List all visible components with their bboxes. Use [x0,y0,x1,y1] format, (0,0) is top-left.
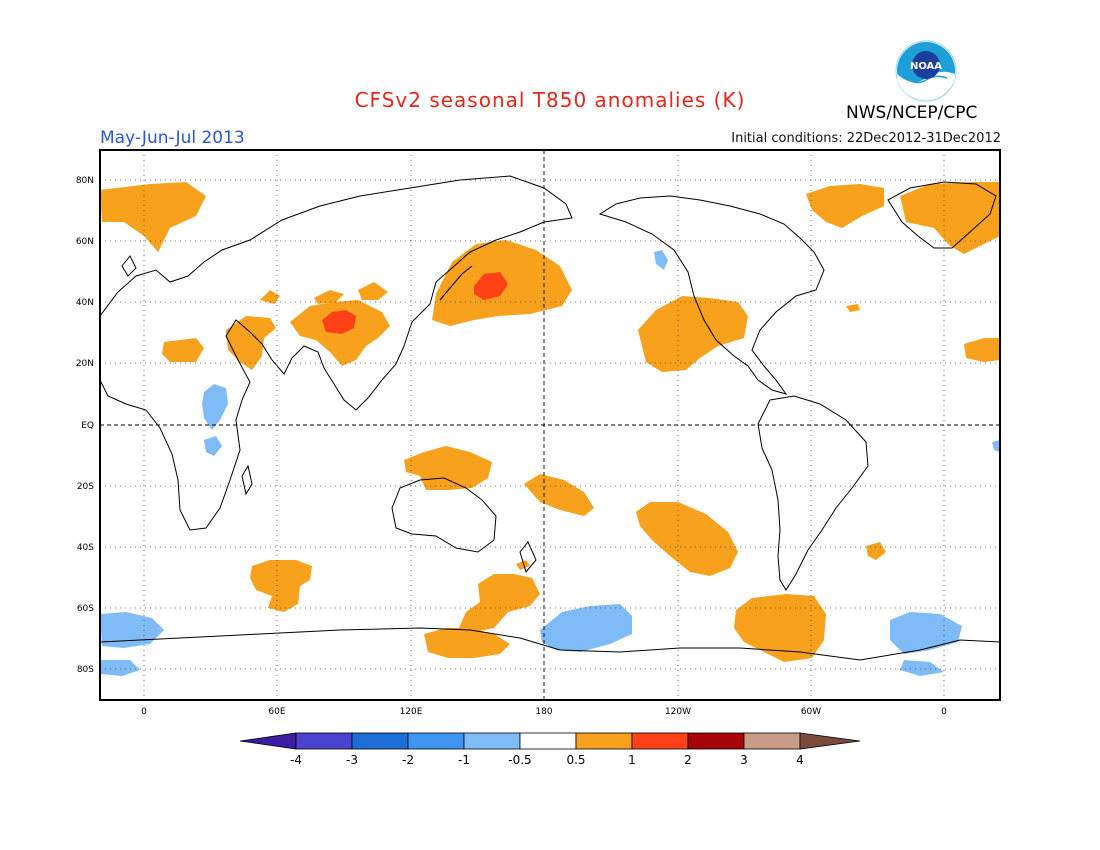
coastline-africa-eurasia [100,175,573,531]
lat-label: 20S [77,482,94,492]
lon-label: 0 [941,707,947,717]
warm-anomaly-regions [100,182,1000,662]
colorbar-label: 1 [628,753,636,767]
strong-warm-anomaly-regions [322,272,508,334]
colorbar-segment [687,732,745,750]
chart-title: CFSv2 seasonal T850 anomalies (K) [354,88,746,112]
coastline-greenland [887,181,997,249]
warm-region [846,304,860,312]
warm-region [358,282,388,300]
warm-region [260,290,280,304]
reference-lines [100,150,1000,700]
anomaly-shading [100,182,1000,676]
colorbar-segment [295,732,353,750]
cool-region [540,604,632,652]
cool-region [992,440,1000,452]
coastline-madagascar [241,464,253,496]
colorbar-segment [519,732,577,750]
cool-region [100,612,164,648]
cool-region [900,660,944,676]
colorbar-segment [351,732,409,750]
warm-region [516,560,530,570]
lat-label: EQ [81,421,94,431]
warm-region [866,542,886,560]
initial-conditions-label: Initial conditions: 22Dec2012-31Dec2012 [731,131,1001,146]
cool-region [654,250,668,270]
cool-region [202,384,228,430]
lat-label: 40N [76,298,94,308]
lon-label: 120W [665,707,691,717]
coastline-australia [391,477,497,553]
warm-region [226,316,276,370]
warm-region [100,182,206,252]
cool-region [890,612,962,654]
colorbar-arrow-right [799,732,861,750]
lon-label: 60E [268,707,285,717]
colorbar-label: 3 [740,753,748,767]
warm-region [806,184,884,228]
coastline-britain [121,255,137,277]
coastline-south-america [757,395,869,591]
warm-region [162,338,204,362]
noaa-logo-icon: NOAA [895,40,957,102]
warm-region [524,474,594,516]
warm-region [638,296,748,372]
colorbar-arrow-left [239,732,297,750]
warm-region [900,182,1000,254]
warm-region [314,290,344,304]
strong-warm-region [322,310,356,334]
season-label: May-Jun-Jul 2013 [100,128,245,148]
lat-axis: 80N 60N 40N 20N EQ 20S 40S 60S 80S [76,176,94,675]
colorbar-label: -4 [290,753,302,767]
cool-anomaly-regions [100,250,1000,676]
colorbar-segment [631,732,689,750]
coastline-japan [439,265,473,301]
lon-label: 180 [535,707,552,717]
map-frame [99,149,1001,701]
warm-region [636,502,738,576]
lat-label: 80N [76,176,94,186]
lat-label: 60S [77,604,94,614]
colorbar: -4 -3 -2 -1 -0.5 0.5 1 2 3 4 [239,732,861,767]
lat-label: 20N [76,359,94,369]
cool-region [204,436,222,456]
warm-region [250,560,312,612]
colorbar-label: -0.5 [508,753,531,767]
warm-region [734,594,826,662]
colorbar-segment [743,732,801,750]
lat-label: 40S [77,543,94,553]
warm-region [964,338,1000,362]
warm-region [404,446,492,490]
noaa-logo-text: NOAA [910,61,942,72]
lat-label: 60N [76,237,94,247]
cool-region [100,660,140,676]
coastline-newzealand [519,541,537,574]
coastline-antarctica [100,627,1000,661]
lon-label: 120E [400,707,423,717]
coastlines [100,175,1000,661]
coastline-north-america [598,195,825,395]
lon-label: 0 [141,707,147,717]
colorbar-segment [407,732,465,750]
lon-label: 60W [801,707,821,717]
colorbar-label: -1 [458,753,470,767]
lon-axis: 0 60E 120E 180 120W 60W 0 [141,707,947,717]
warm-region [424,628,510,658]
colorbar-segment [575,732,633,750]
colorbar-label: 0.5 [566,753,585,767]
colorbar-label: 2 [684,753,692,767]
colorbar-label: -2 [402,753,414,767]
warm-region [458,574,540,632]
colorbar-label: 4 [796,753,804,767]
lat-label: 80S [77,665,94,675]
colorbar-label: -3 [346,753,358,767]
colorbar-segment [463,732,521,750]
agency-label: NWS/NCEP/CPC [846,103,978,123]
strong-warm-region [474,272,508,300]
